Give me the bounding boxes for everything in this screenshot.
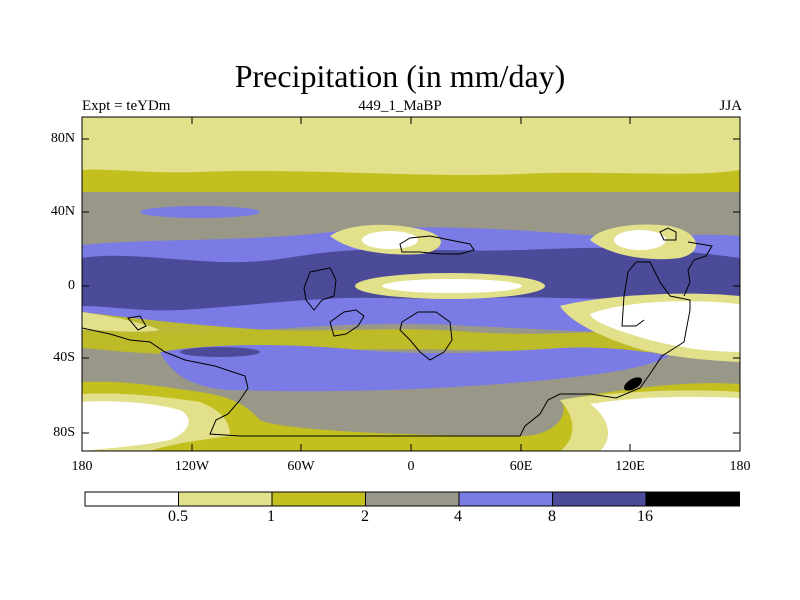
antarctic-dry-east-inner bbox=[590, 396, 740, 451]
colorbar-swatch bbox=[84, 491, 179, 507]
lon-label-120w: 120W bbox=[174, 459, 210, 474]
lon-label-180e: 180 bbox=[729, 459, 751, 474]
contour-band-05-1-north bbox=[82, 117, 740, 175]
lat-label-0: 0 bbox=[68, 278, 75, 293]
colorbar-label: 1 bbox=[267, 508, 275, 525]
season-label: JJA bbox=[719, 98, 742, 114]
lon-label-0: 0 bbox=[407, 459, 415, 474]
max-precip-cell bbox=[623, 377, 643, 391]
lon-label-180w: 180 bbox=[71, 459, 93, 474]
lat-label-40s: 40S bbox=[53, 350, 75, 365]
coastlines bbox=[81, 227, 713, 437]
lon-label-120e: 120E bbox=[615, 459, 645, 474]
contour-fields bbox=[82, 117, 740, 451]
colorbar-label: 8 bbox=[548, 508, 556, 525]
colorbar bbox=[84, 491, 740, 507]
lat-tick-marks bbox=[82, 138, 740, 434]
subtropical-wet-north bbox=[140, 206, 260, 218]
desert-band-north-inner bbox=[362, 231, 418, 249]
equatorial-dry-inner bbox=[382, 279, 522, 293]
lat-label-80s: 80S bbox=[53, 425, 75, 440]
asian-dry-inner bbox=[614, 230, 666, 250]
southern-wet-core bbox=[180, 347, 260, 357]
lon-label-60w: 60W bbox=[287, 459, 315, 474]
lat-label-80n: 80N bbox=[50, 131, 75, 146]
antarctic-dry-west-inner bbox=[82, 401, 189, 451]
map-title: Precipitation (in mm/day) bbox=[234, 58, 566, 94]
colorbar-label: 4 bbox=[454, 508, 462, 525]
colorbar-swatch bbox=[552, 491, 647, 507]
colorbar-swatch bbox=[645, 491, 740, 507]
colorbar-label: 2 bbox=[361, 508, 369, 525]
colorbar-swatch bbox=[271, 491, 366, 507]
lon-tick-marks bbox=[81, 117, 741, 451]
run-label: 449_1_MaBP bbox=[358, 98, 442, 114]
lat-label-40n: 40N bbox=[50, 204, 75, 219]
colorbar-label: 16 bbox=[637, 508, 653, 525]
southern-dry-west bbox=[82, 312, 160, 332]
colorbar-label: 0.5 bbox=[168, 508, 188, 525]
contour-band-1-2-south bbox=[82, 312, 740, 355]
colorbar-swatch bbox=[178, 491, 273, 507]
experiment-label: Expt = teYDm bbox=[82, 98, 171, 114]
colorbar-swatch bbox=[458, 491, 553, 507]
colorbar-swatch bbox=[365, 491, 460, 507]
lon-label-60e: 60E bbox=[509, 459, 533, 474]
australia-dry-inner bbox=[590, 301, 740, 352]
southern-wet-band bbox=[160, 345, 670, 392]
